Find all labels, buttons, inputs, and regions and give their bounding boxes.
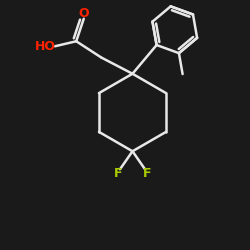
Text: F: F — [143, 167, 151, 180]
Text: F: F — [114, 167, 122, 180]
Text: HO: HO — [35, 40, 56, 53]
Text: O: O — [78, 7, 89, 20]
